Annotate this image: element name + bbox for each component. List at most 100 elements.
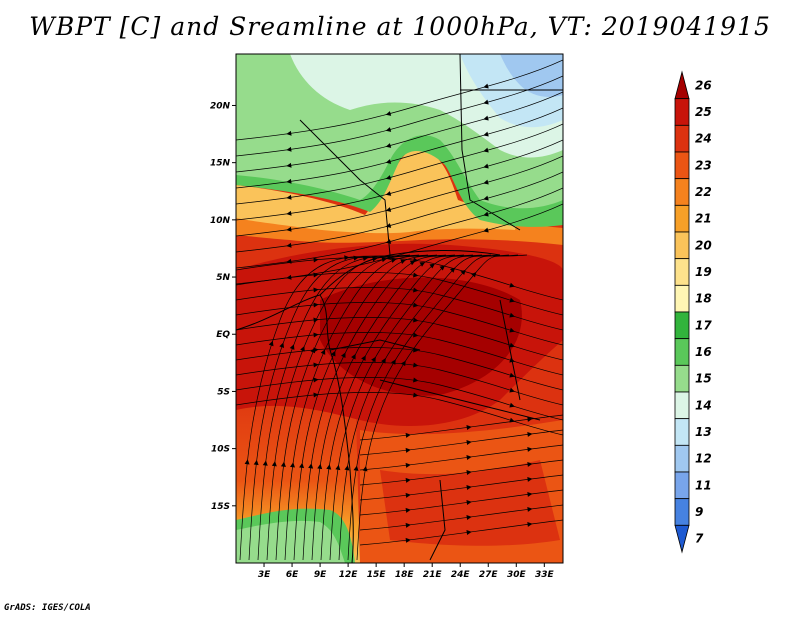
streamline-arrow xyxy=(429,263,435,269)
streamline-arrow xyxy=(353,255,359,261)
lat-tick-label: 15N xyxy=(210,159,231,169)
streamline-arrow xyxy=(385,239,392,244)
streamline xyxy=(236,377,563,421)
streamline-arrow xyxy=(466,440,472,445)
streamline-arrow xyxy=(385,191,392,196)
streamline-arrow xyxy=(289,344,295,350)
streamline-arrow xyxy=(385,159,392,164)
colorbar-swatch xyxy=(674,311,690,340)
colorbar-swatch xyxy=(674,204,690,233)
latitude-axis: 20N 15N 10N 5N EQ 5S 10S 15S xyxy=(210,101,236,512)
streamline-arrow xyxy=(483,227,489,233)
streamline xyxy=(329,254,501,561)
streamline xyxy=(236,171,563,253)
streamline xyxy=(359,489,563,516)
streamline-arrow xyxy=(313,392,319,398)
streamline-arrow xyxy=(413,347,419,353)
streamline-arrow xyxy=(313,377,319,383)
streamline-arrow xyxy=(527,521,533,527)
lat-tick-label: 10S xyxy=(211,445,230,455)
streamline-arrow xyxy=(385,223,392,228)
colorbar-label: 21 xyxy=(695,212,712,226)
streamline-arrow xyxy=(286,274,292,280)
streamline-arrow xyxy=(527,476,533,482)
streamline xyxy=(236,139,563,221)
lon-tick-label: 30E xyxy=(507,570,527,580)
streamline-arrow xyxy=(253,459,259,466)
colorbar-label: 19 xyxy=(695,265,712,279)
streamline xyxy=(275,254,447,561)
streamline-arrow xyxy=(286,146,292,152)
streamline-arrow xyxy=(483,115,489,121)
colorbar-label: 17 xyxy=(695,318,712,332)
streamline xyxy=(236,203,563,285)
streamline-arrow xyxy=(313,317,319,323)
grads-credit: GrADS: IGES/COLA xyxy=(4,603,91,613)
streamline-arrow xyxy=(313,287,319,293)
lat-tick-label: 20N xyxy=(210,101,231,111)
streamline-arrow xyxy=(483,163,489,169)
streamline-arrow xyxy=(405,492,411,498)
colorbar-label: 26 xyxy=(695,78,712,92)
streamline-arrow xyxy=(483,99,489,105)
streamline-arrow xyxy=(385,175,392,180)
streamline-arrow xyxy=(286,226,292,232)
colorbar-label: 9 xyxy=(695,505,703,519)
streamline-arrow xyxy=(313,362,319,368)
streamline-arrow xyxy=(286,130,292,136)
streamline-arrow xyxy=(466,425,472,430)
streamline-arrow xyxy=(509,417,515,423)
colorbar-label: 13 xyxy=(695,425,712,439)
streamline-arrow xyxy=(405,477,411,483)
streamline-arrow xyxy=(509,342,515,348)
streamline-arrow xyxy=(290,462,295,468)
streamline xyxy=(248,254,420,561)
streamline xyxy=(320,254,492,561)
streamline xyxy=(236,392,563,436)
streamline-arrow xyxy=(385,127,392,132)
streamline-arrow xyxy=(483,179,489,185)
streamline xyxy=(257,254,429,561)
streamline-arrow xyxy=(483,131,489,137)
colorbar-swatch xyxy=(674,284,690,313)
colorbar-swatch xyxy=(674,178,690,206)
map-frame xyxy=(235,53,564,564)
streamline-arrow xyxy=(527,446,533,452)
streamline-arrow xyxy=(413,302,419,308)
lat-tick-label: EQ xyxy=(216,330,230,340)
lat-tick-label: 5N xyxy=(216,273,230,283)
streamline xyxy=(236,187,563,269)
streamline-arrow xyxy=(317,463,323,470)
colorbar-swatch xyxy=(674,524,690,554)
lon-tick-label: 12E xyxy=(339,570,359,580)
colorbar-swatch xyxy=(674,471,690,500)
streamline-arrow xyxy=(330,350,336,357)
lat-tick-label: 15S xyxy=(211,502,230,512)
streamline xyxy=(236,75,563,157)
streamline xyxy=(236,91,563,173)
streamline-arrow xyxy=(405,462,411,468)
streamline xyxy=(236,362,563,406)
streamline-arrow xyxy=(280,461,286,467)
streamline-arrow xyxy=(466,530,472,535)
colorbar-swatch xyxy=(674,258,690,286)
colorbar-swatch xyxy=(674,124,690,153)
streamline-arrow xyxy=(279,342,285,349)
colorbar-label: 7 xyxy=(695,532,704,546)
streamline-arrow xyxy=(509,282,515,288)
lon-tick-label: 18E xyxy=(395,570,415,580)
colorbar-label: 18 xyxy=(695,292,712,306)
lat-tick-label: 10N xyxy=(210,216,231,226)
streamline-arrow xyxy=(413,317,419,323)
streamline-arrow xyxy=(362,256,369,261)
streamline-arrow xyxy=(313,257,319,263)
streamline-arrow xyxy=(413,362,419,368)
streamline xyxy=(293,254,465,561)
streamline-arrow xyxy=(405,507,411,513)
streamline-arrow xyxy=(413,332,419,338)
lon-tick-label: 27E xyxy=(479,570,499,580)
colorbar-label: 14 xyxy=(695,398,712,412)
streamline-arrow xyxy=(471,271,477,278)
streamline-arrow xyxy=(509,327,515,333)
streamline xyxy=(236,287,563,331)
